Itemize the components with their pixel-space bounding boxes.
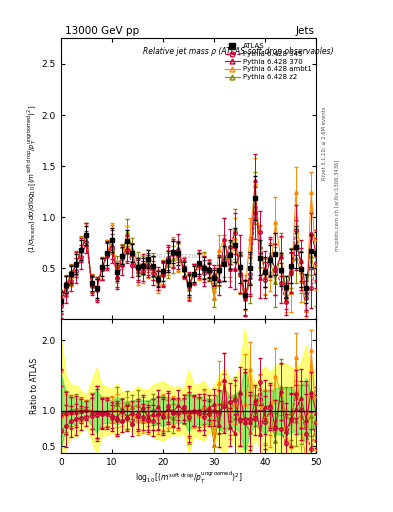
Text: Jets: Jets <box>296 26 314 36</box>
X-axis label: $\log_{10}[(m^{\rm soft\ drop}/p_T^{\rm ungroomed})^2]$: $\log_{10}[(m^{\rm soft\ drop}/p_T^{\rm … <box>135 470 242 486</box>
Legend: ATLAS, Pythia 6.428 345, Pythia 6.428 370, Pythia 6.428 ambt1, Pythia 6.428 z2: ATLAS, Pythia 6.428 345, Pythia 6.428 37… <box>223 42 313 81</box>
Y-axis label: $(1/\sigma_{\rm resum})\,d\sigma/d\log_{10}[(m^{\rm soft\ drop}/p_T^{\rm ungroom: $(1/\sigma_{\rm resum})\,d\sigma/d\log_{… <box>25 105 39 253</box>
Y-axis label: Ratio to ATLAS: Ratio to ATLAS <box>30 358 39 414</box>
Text: Rivet 3.1.10; ≥ 2.6M events: Rivet 3.1.10; ≥ 2.6M events <box>322 106 327 180</box>
Text: 13000 GeV pp: 13000 GeV pp <box>65 26 139 36</box>
Text: Relative jet mass ρ (ATLAS soft-drop observables): Relative jet mass ρ (ATLAS soft-drop obs… <box>143 47 333 56</box>
Text: mcplots.cern.ch [arXiv:1306.3436]: mcplots.cern.ch [arXiv:1306.3436] <box>335 159 340 250</box>
Text: ATLAS_2019_I1772062: ATLAS_2019_I1772062 <box>132 253 204 259</box>
